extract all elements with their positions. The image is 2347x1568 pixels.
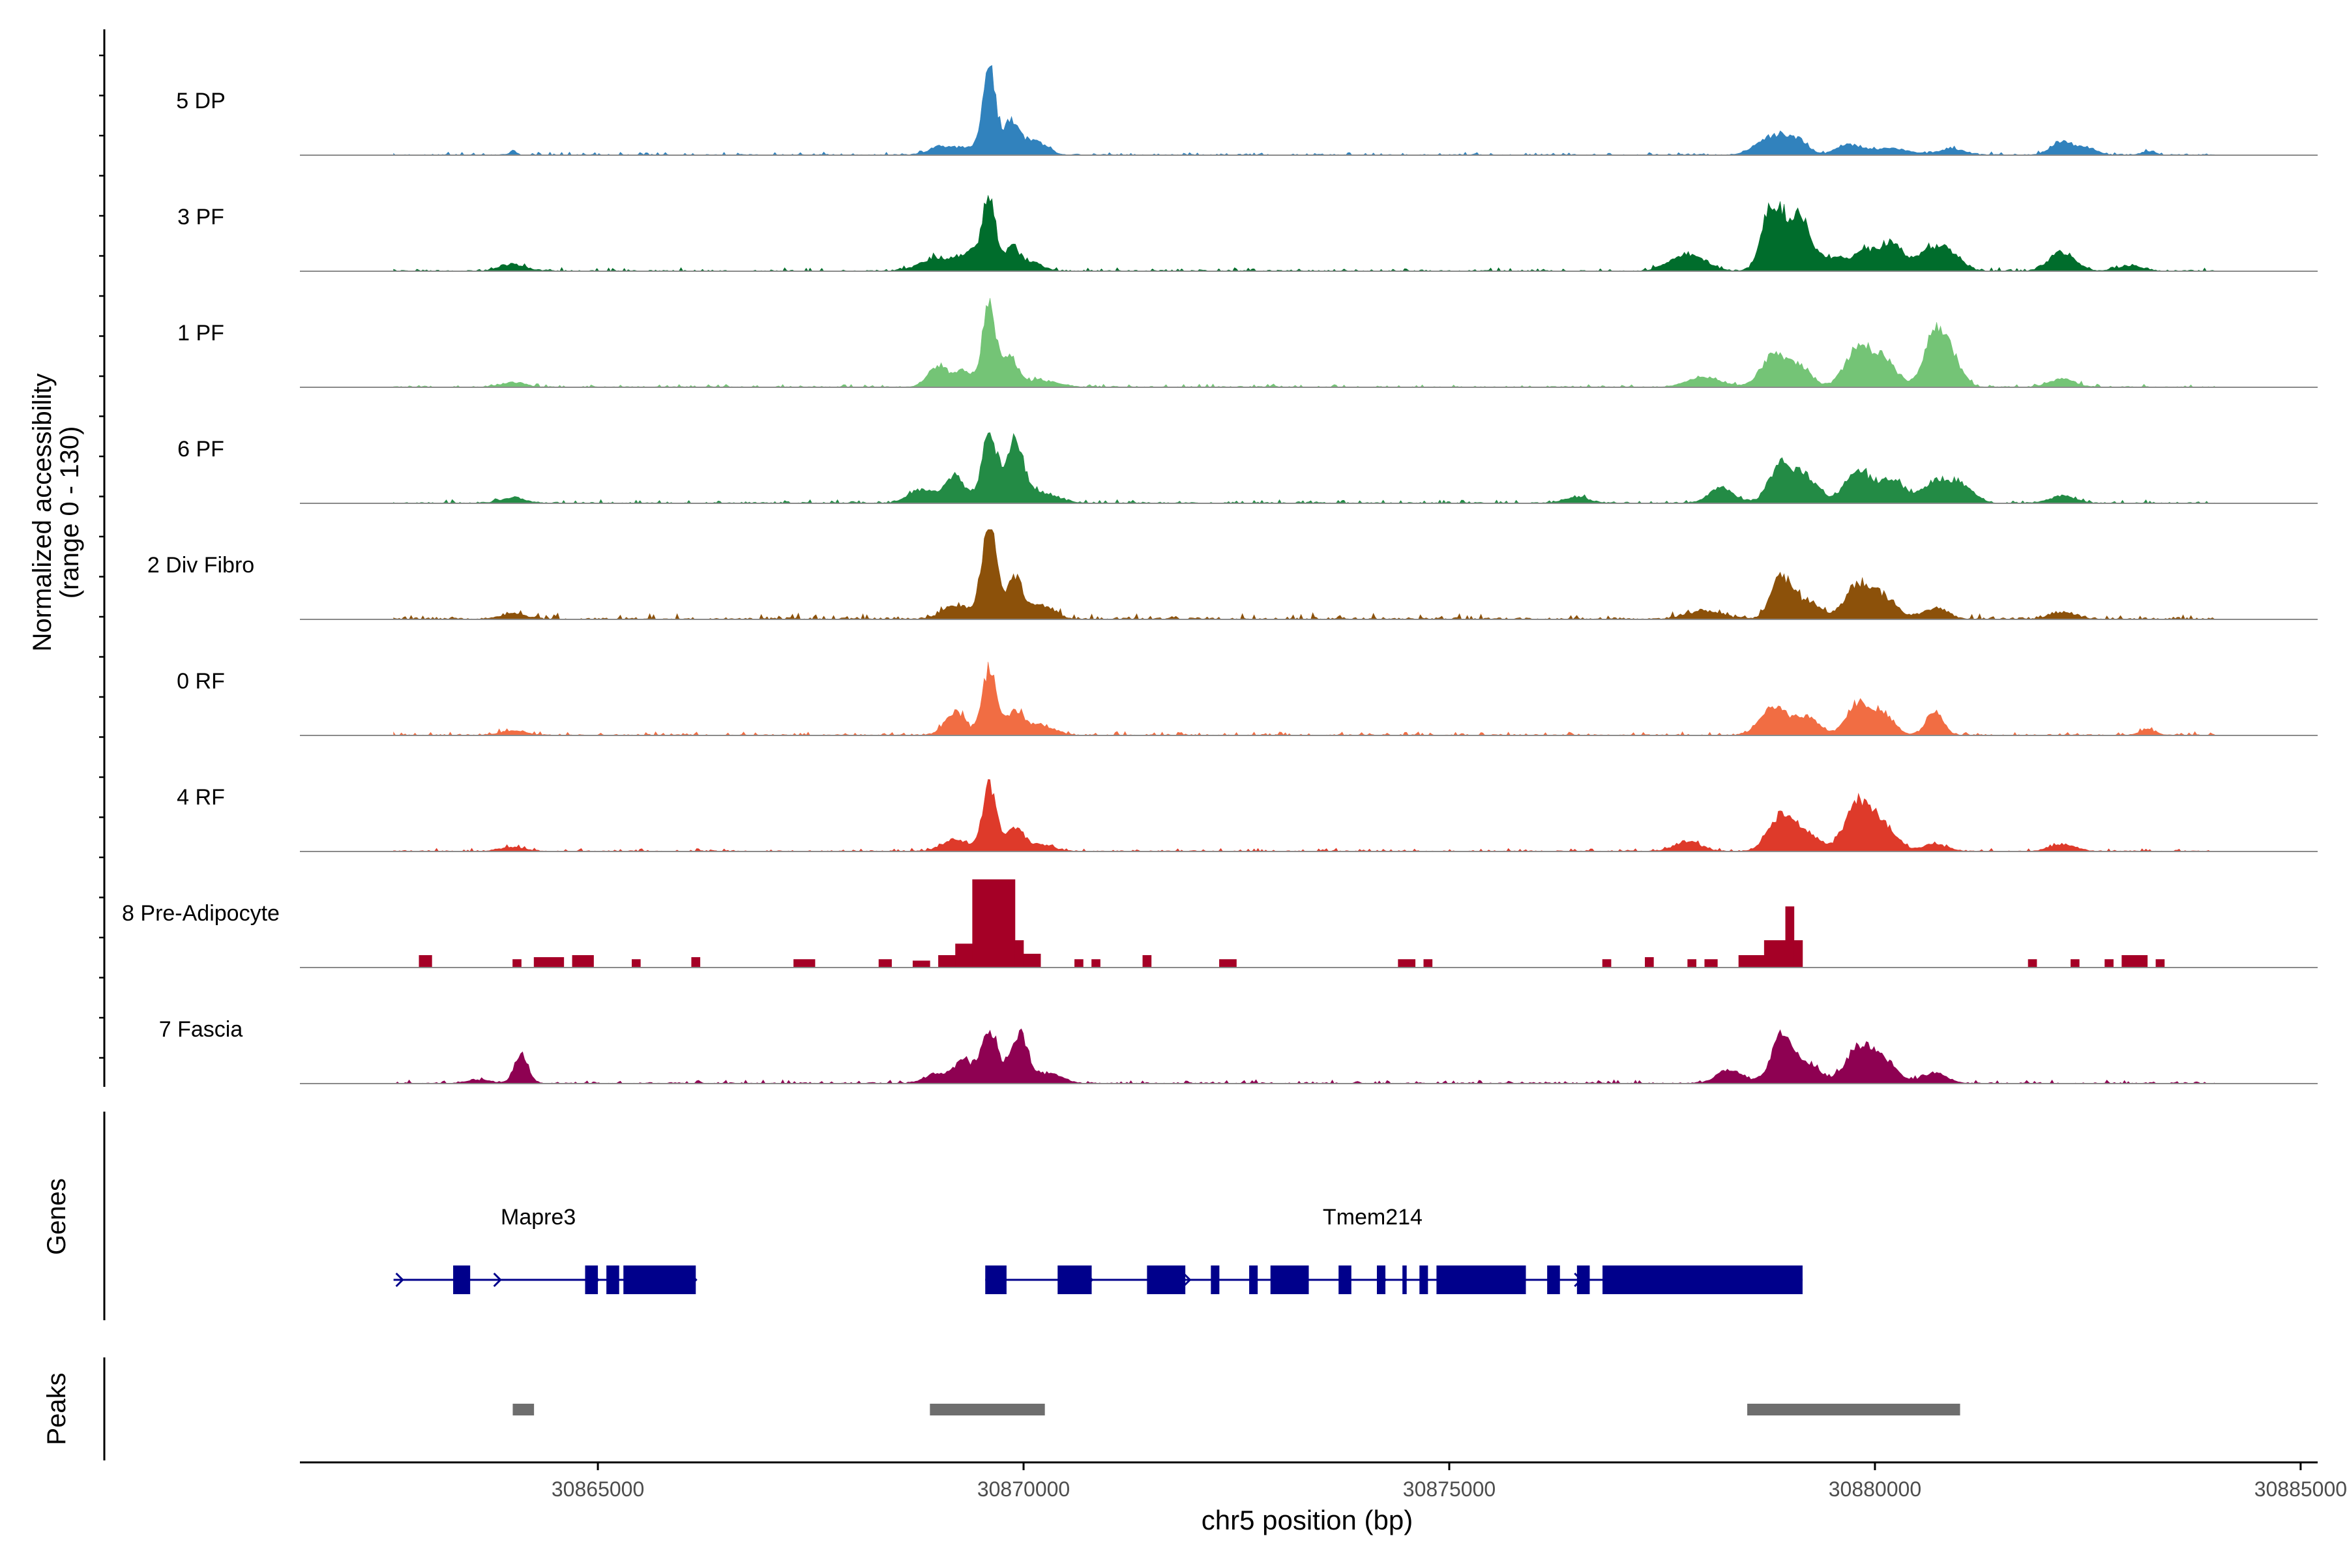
coverage-area bbox=[393, 432, 2216, 504]
coverage-tracks: 5 DP 3 PF 1 PF 6 PF 2 Div Fibro 0 RF 4 RF 8 Pre… bbox=[122, 65, 2318, 1084]
track-2-div-fibro: 2 Div Fibro bbox=[147, 529, 2318, 620]
strand-arrow bbox=[493, 1272, 502, 1288]
x-tick-label: 30880000 bbox=[1829, 1477, 1921, 1501]
track-label: 6 PF bbox=[177, 437, 224, 462]
coverage-area bbox=[393, 1028, 2217, 1084]
gene-label: Tmem214 bbox=[1323, 1205, 1423, 1230]
track-label: 1 PF bbox=[177, 321, 224, 346]
track-6-pf: 6 PF bbox=[177, 432, 2318, 504]
x-tick-label: 30865000 bbox=[552, 1477, 644, 1501]
gene-exon bbox=[1147, 1265, 1186, 1294]
peaks-track bbox=[103, 1357, 1960, 1460]
gene-tmem214: Tmem214 bbox=[985, 1205, 1803, 1294]
track-1-pf: 1 PF bbox=[177, 297, 2318, 388]
peak-region bbox=[1747, 1404, 1960, 1415]
coverage-area bbox=[393, 195, 2216, 272]
x-axis-title: chr5 position (bp) bbox=[1202, 1505, 1413, 1535]
y-axis-range-label: (range 0 - 130) bbox=[55, 426, 84, 599]
coverage-area bbox=[393, 65, 2216, 156]
track-8-pre-adipocyte: 8 Pre-Adipocyte bbox=[122, 879, 2318, 968]
gene-exon bbox=[1576, 1265, 1590, 1294]
strand-arrow bbox=[1183, 1272, 1192, 1288]
gene-exon bbox=[606, 1265, 619, 1294]
track-label: 2 Div Fibro bbox=[147, 553, 254, 578]
x-tick-label: 30870000 bbox=[977, 1477, 1070, 1501]
gene-exon bbox=[1602, 1265, 1803, 1294]
gene-mapre3: Mapre3 bbox=[393, 1205, 698, 1294]
gene-exon bbox=[1057, 1265, 1092, 1294]
track-label: 8 Pre-Adipocyte bbox=[122, 901, 280, 926]
coverage-area bbox=[393, 879, 2216, 968]
gene-label: Mapre3 bbox=[501, 1205, 576, 1230]
peaks-track-title: Peaks bbox=[42, 1372, 71, 1445]
coverage-area bbox=[393, 779, 2216, 852]
track-5-dp: 5 DP bbox=[176, 65, 2318, 156]
left-axis bbox=[99, 29, 106, 1087]
y-axis-title: Normalized accessibility bbox=[28, 374, 57, 652]
gene-exon bbox=[585, 1265, 598, 1294]
coverage-area bbox=[393, 662, 2217, 736]
gene-exon bbox=[453, 1265, 471, 1294]
genes-track-title: Genes bbox=[42, 1178, 71, 1255]
coverage-area bbox=[393, 529, 2216, 620]
gene-exon bbox=[985, 1265, 1007, 1294]
gene-exon bbox=[623, 1265, 696, 1294]
x-tick-label: 30885000 bbox=[2254, 1477, 2347, 1501]
track-label: 7 Fascia bbox=[159, 1017, 243, 1042]
track-label: 4 RF bbox=[177, 785, 225, 810]
track-7-fascia: 7 Fascia bbox=[159, 1017, 2318, 1084]
track-label: 3 PF bbox=[177, 205, 224, 229]
track-label: 5 DP bbox=[176, 89, 226, 113]
peak-region bbox=[512, 1404, 535, 1415]
gene-exon bbox=[1249, 1265, 1258, 1294]
gene-exon bbox=[1211, 1265, 1220, 1294]
gene-exon bbox=[1270, 1265, 1309, 1294]
gene-exon bbox=[1402, 1265, 1407, 1294]
gene-exon bbox=[1419, 1265, 1428, 1294]
track-label: 0 RF bbox=[177, 669, 225, 694]
x-tick-label: 30875000 bbox=[1403, 1477, 1496, 1501]
track-4-rf: 4 RF bbox=[177, 779, 2318, 852]
coverage-area bbox=[393, 297, 2217, 388]
gene-exon bbox=[1376, 1265, 1386, 1294]
genes-track: Mapre3 Tmem214 bbox=[103, 1112, 1803, 1320]
gene-exon bbox=[1547, 1265, 1560, 1294]
x-axis: 30865000 30870000 30875000 30880000 30885000 bbox=[300, 1461, 2347, 1501]
track-0-rf: 0 RF bbox=[177, 662, 2318, 736]
gene-exon bbox=[1436, 1265, 1526, 1294]
track-3-pf: 3 PF bbox=[177, 195, 2318, 272]
strand-arrow bbox=[395, 1272, 404, 1288]
peak-region bbox=[930, 1404, 1045, 1415]
gene-exon bbox=[1338, 1265, 1351, 1294]
